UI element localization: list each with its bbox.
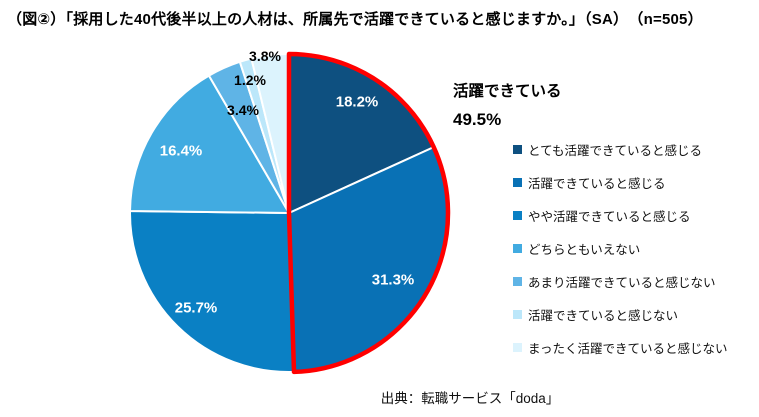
legend-item-2: やや活躍できていると感じる bbox=[513, 199, 728, 232]
slice-label-6: 3.8% bbox=[249, 48, 281, 64]
pie-slice-3 bbox=[129, 74, 290, 214]
chart-title: （図②）「採用した40代後半以上の人材は、所属先で活躍できていると感じますか。」… bbox=[7, 11, 703, 28]
highlight-label: 活躍できている bbox=[453, 83, 562, 100]
legend-item-0: とても活躍できていると感じる bbox=[513, 133, 728, 166]
slice-label-0: 18.2% bbox=[335, 93, 379, 111]
legend-swatch-icon bbox=[513, 211, 522, 220]
legend-label: あまり活躍できていると感じない bbox=[528, 276, 716, 290]
highlight-annotation: 活躍できている 49.5% bbox=[453, 84, 562, 128]
legend-label: まったく活躍できていると感じない bbox=[528, 342, 728, 356]
legend-swatch-icon bbox=[513, 244, 522, 253]
legend-swatch-icon bbox=[513, 343, 522, 352]
slice-label-3: 16.4% bbox=[159, 142, 203, 160]
slice-label-2: 25.7% bbox=[174, 299, 218, 317]
slice-label-5: 1.2% bbox=[234, 72, 266, 88]
legend-label: とても活躍できていると感じる bbox=[528, 144, 703, 158]
legend-item-4: あまり活躍できていると感じない bbox=[513, 265, 728, 298]
legend-item-6: まったく活躍できていると感じない bbox=[513, 331, 728, 364]
legend-swatch-icon bbox=[513, 310, 522, 319]
slice-label-1: 31.3% bbox=[371, 271, 415, 289]
legend-item-3: どちらともいえない bbox=[513, 232, 728, 265]
legend-item-1: 活躍できていると感じる bbox=[513, 166, 728, 199]
source-caption: 出典：転職サービス「doda」 bbox=[380, 391, 560, 406]
legend-label: どちらともいえない bbox=[528, 243, 641, 257]
highlight-outline bbox=[286, 51, 451, 375]
pie-slice-2 bbox=[129, 210, 295, 373]
legend-swatch-icon bbox=[513, 178, 522, 187]
highlight-value: 49.5% bbox=[453, 109, 502, 129]
legend-swatch-icon bbox=[513, 277, 522, 286]
legend-label: やや活躍できていると感じる bbox=[528, 210, 691, 224]
legend-swatch-icon bbox=[513, 145, 522, 154]
legend-label: 活躍できていると感じる bbox=[528, 177, 666, 191]
legend-item-5: 活躍できていると感じない bbox=[513, 298, 728, 331]
legend: とても活躍できていると感じる 活躍できていると感じる やや活躍できていると感じる… bbox=[513, 133, 728, 364]
legend-label: 活躍できていると感じない bbox=[528, 309, 679, 323]
slice-label-4: 3.4% bbox=[227, 102, 259, 118]
